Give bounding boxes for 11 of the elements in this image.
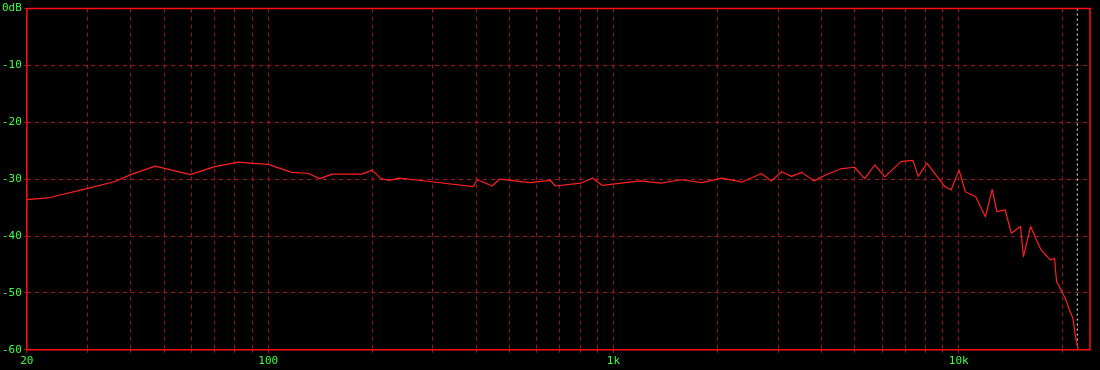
y-tick-label: -40 — [1, 228, 22, 242]
x-tick-label: 1k — [606, 354, 621, 368]
y-tick-label: -20 — [1, 115, 22, 129]
y-tick-label: -60 — [1, 342, 22, 356]
x-tick-label: 100 — [258, 354, 279, 368]
y-tick-label: 0dB — [1, 1, 23, 15]
y-tick-label: -50 — [1, 285, 22, 299]
x-tick-label: 10k — [948, 354, 970, 368]
x-tick-label: 20 — [20, 354, 34, 368]
y-tick-label: -30 — [1, 172, 22, 186]
y-tick-label: -10 — [1, 58, 22, 72]
